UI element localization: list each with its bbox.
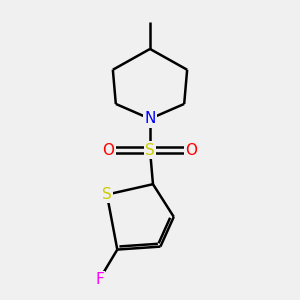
Text: O: O <box>186 142 198 158</box>
Text: O: O <box>102 142 114 158</box>
Text: F: F <box>95 272 104 287</box>
Text: S: S <box>145 142 155 158</box>
Text: S: S <box>102 187 112 202</box>
Text: N: N <box>144 111 156 126</box>
